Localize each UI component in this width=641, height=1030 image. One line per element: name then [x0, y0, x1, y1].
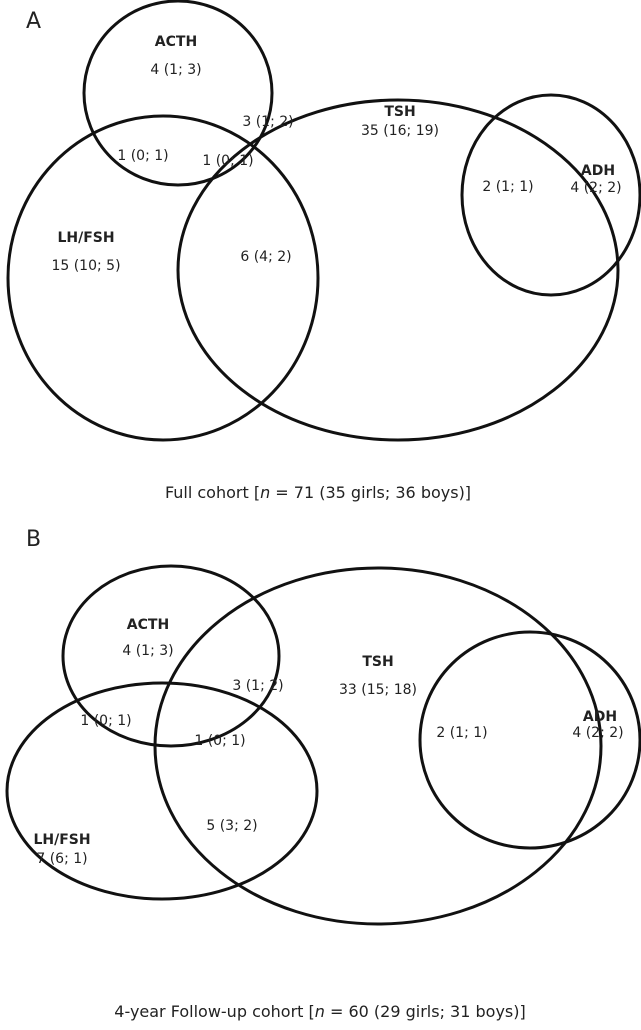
region-count: 3 (1; 2)	[242, 114, 293, 130]
region-count: 4 (1; 3)	[122, 643, 173, 659]
set-label: TSH	[384, 104, 415, 120]
region-count: 4 (1; 3)	[150, 62, 201, 78]
tsh-circle	[176, 98, 620, 442]
region-count: 2 (1; 1)	[436, 725, 487, 741]
tsh-circle	[153, 566, 603, 926]
set-label: LH/FSH	[57, 230, 114, 246]
caption: 4-year Follow-up cohort [n = 60 (29 girl…	[114, 1002, 525, 1021]
adh-circle	[460, 93, 641, 297]
set-label: ACTH	[155, 34, 197, 50]
caption-italic: n	[315, 1002, 325, 1021]
caption-text: Full cohort [	[165, 483, 260, 502]
region-count: 3 (1; 2)	[232, 678, 283, 694]
lhfsh-circle	[6, 114, 320, 442]
acth-circle	[82, 0, 274, 187]
set-label: LH/FSH	[33, 832, 90, 848]
region-count: 1 (0; 1)	[117, 148, 168, 164]
region-count: 35 (16; 19)	[361, 123, 439, 139]
caption-text: = 60 (29 girls; 31 boys)]	[325, 1002, 526, 1021]
set-label: ACTH	[127, 617, 169, 633]
adh-circle	[418, 630, 641, 850]
region-count: 2 (1; 1)	[482, 179, 533, 195]
region-count: 1 (0; 1)	[194, 733, 245, 749]
caption-text: 4-year Follow-up cohort [	[114, 1002, 315, 1021]
caption-italic: n	[260, 483, 270, 502]
panel-label: B	[26, 527, 41, 552]
caption: Full cohort [n = 71 (35 girls; 36 boys)]	[165, 483, 471, 502]
set-label: ADH	[581, 163, 615, 179]
region-count: 7 (6; 1)	[36, 851, 87, 867]
region-count: 6 (4; 2)	[240, 249, 291, 265]
region-count: 33 (15; 18)	[339, 682, 417, 698]
set-label: ADH	[583, 709, 617, 725]
acth-circle	[61, 564, 281, 748]
region-count: 5 (3; 2)	[206, 818, 257, 834]
panel-label: A	[26, 9, 41, 34]
region-count: 1 (0; 1)	[202, 153, 253, 169]
lhfsh-circle	[5, 681, 319, 901]
panel-b: B ACTH TSH LH/FSH ADH 4 (1; 3) 33 (15; 1…	[5, 527, 641, 1021]
set-label: TSH	[362, 654, 393, 670]
panel-a: A ACTH TSH LH/FSH ADH 4 (1; 3) 35 (16; 1…	[6, 0, 641, 502]
region-count: 4 (2; 2)	[572, 725, 623, 741]
region-count: 1 (0; 1)	[80, 713, 131, 729]
region-count: 4 (2; 2)	[570, 180, 621, 196]
region-count: 15 (10; 5)	[51, 258, 120, 274]
caption-text: = 71 (35 girls; 36 boys)]	[270, 483, 471, 502]
